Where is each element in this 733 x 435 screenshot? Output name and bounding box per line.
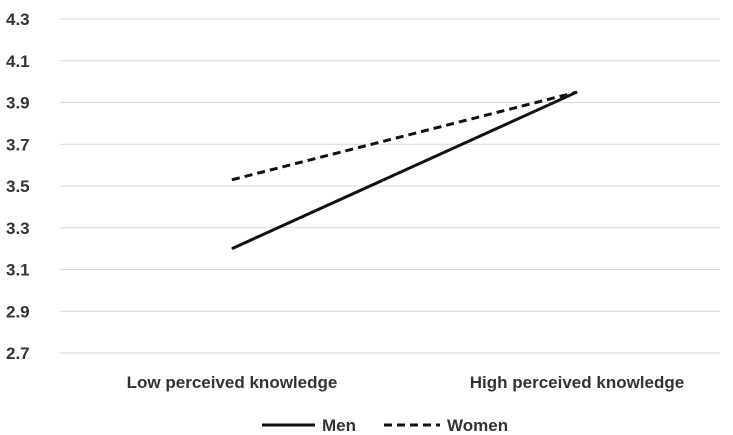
legend-label-women: Women xyxy=(447,416,508,435)
y-tick-label: 4.3 xyxy=(6,10,30,29)
x-axis-category-labels: Low perceived knowledge High perceived kn… xyxy=(127,373,685,392)
x-category-label: Low perceived knowledge xyxy=(127,373,338,392)
y-axis-tick-labels: 2.7 2.9 3.1 3.3 3.5 3.7 3.9 4.1 4.3 xyxy=(6,10,30,363)
legend: Men Women xyxy=(262,416,508,435)
data-point-women xyxy=(576,91,578,93)
x-category-label: High perceived knowledge xyxy=(470,373,684,392)
series-line-women xyxy=(231,90,578,182)
data-point-women xyxy=(231,179,233,181)
legend-label-men: Men xyxy=(322,416,356,435)
y-tick-label: 3.7 xyxy=(6,135,30,154)
y-tick-label: 3.1 xyxy=(6,261,30,280)
gridlines xyxy=(60,18,720,354)
y-tick-label: 4.1 xyxy=(6,52,30,71)
series-lines xyxy=(231,90,578,250)
y-tick-label: 3.3 xyxy=(6,219,30,238)
y-tick-label: 2.9 xyxy=(6,302,30,321)
series-line-men xyxy=(231,90,578,250)
y-tick-label: 3.5 xyxy=(6,177,30,196)
data-point-men xyxy=(231,248,233,250)
y-tick-label: 3.9 xyxy=(6,94,30,113)
y-tick-label: 2.7 xyxy=(6,344,30,363)
